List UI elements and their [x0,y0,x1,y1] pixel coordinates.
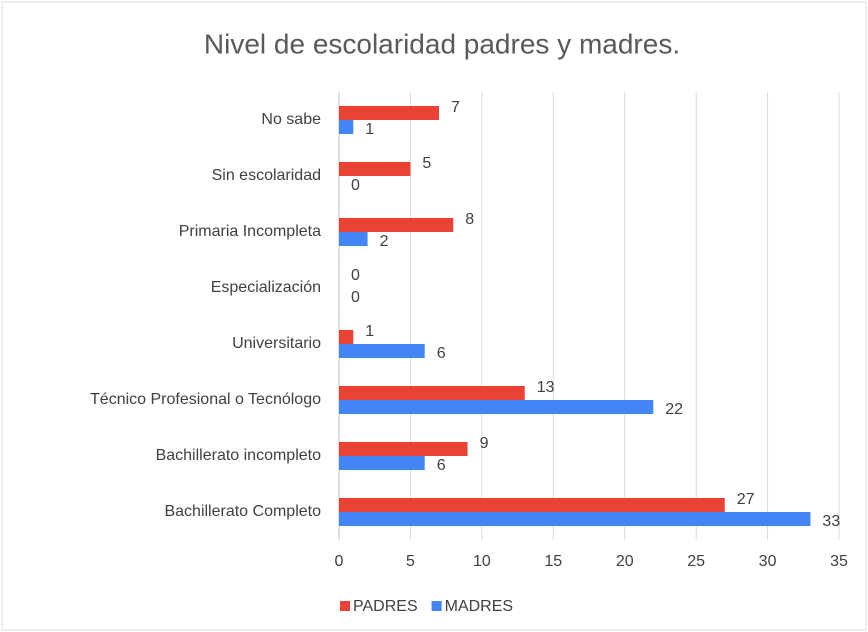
value-label: 22 [665,401,683,418]
value-label: 8 [465,211,474,228]
bar [339,162,411,176]
legend-label: MADRES [445,598,513,615]
legend-swatch [340,601,350,611]
bar [339,512,811,526]
bar [339,330,354,344]
value-label: 0 [351,267,360,284]
value-label: 0 [351,177,360,194]
value-label: 33 [822,513,840,530]
x-tick-label: 10 [473,553,491,570]
value-label: 13 [537,379,555,396]
y-tick-label: Bachillerato incompleto [156,447,322,464]
legend-label: PADRES [353,598,418,615]
bar [339,106,439,120]
bar [339,400,654,414]
legend-swatch [431,601,442,611]
bar [339,120,354,134]
value-label: 0 [351,289,360,306]
x-tick-label: 25 [687,553,705,570]
y-tick-label: Bachillerato Completo [164,503,321,520]
x-tick-label: 30 [759,553,777,570]
bar [339,386,525,400]
value-label: 7 [451,99,460,116]
y-tick-label: Especialización [211,279,321,296]
x-tick-label: 0 [335,553,344,570]
value-label: 6 [437,345,446,362]
bar [339,232,368,246]
value-label: 1 [365,323,374,340]
value-label: 9 [480,435,489,452]
y-tick-label: Técnico Profesional o Tecnólogo [90,391,321,408]
value-label: 2 [380,233,389,250]
bar [339,218,454,232]
bar [339,344,425,358]
bar [339,456,425,470]
y-tick-label: Sin escolaridad [212,167,321,184]
x-tick-label: 15 [544,553,562,570]
x-tick-label: 35 [830,553,848,570]
value-label: 6 [437,457,446,474]
y-tick-label: No sabe [261,111,321,128]
y-tick-label: Primaria Incompleta [179,223,321,240]
value-label: 5 [422,155,431,172]
x-tick-label: 5 [406,553,415,570]
bar [339,442,468,456]
value-label: 1 [365,121,374,138]
chart-title: Nivel de escolaridad padres y madres. [204,28,680,59]
y-tick-label: Universitario [232,335,321,352]
bar [339,498,725,512]
value-label: 27 [737,491,755,508]
x-tick-label: 20 [616,553,634,570]
